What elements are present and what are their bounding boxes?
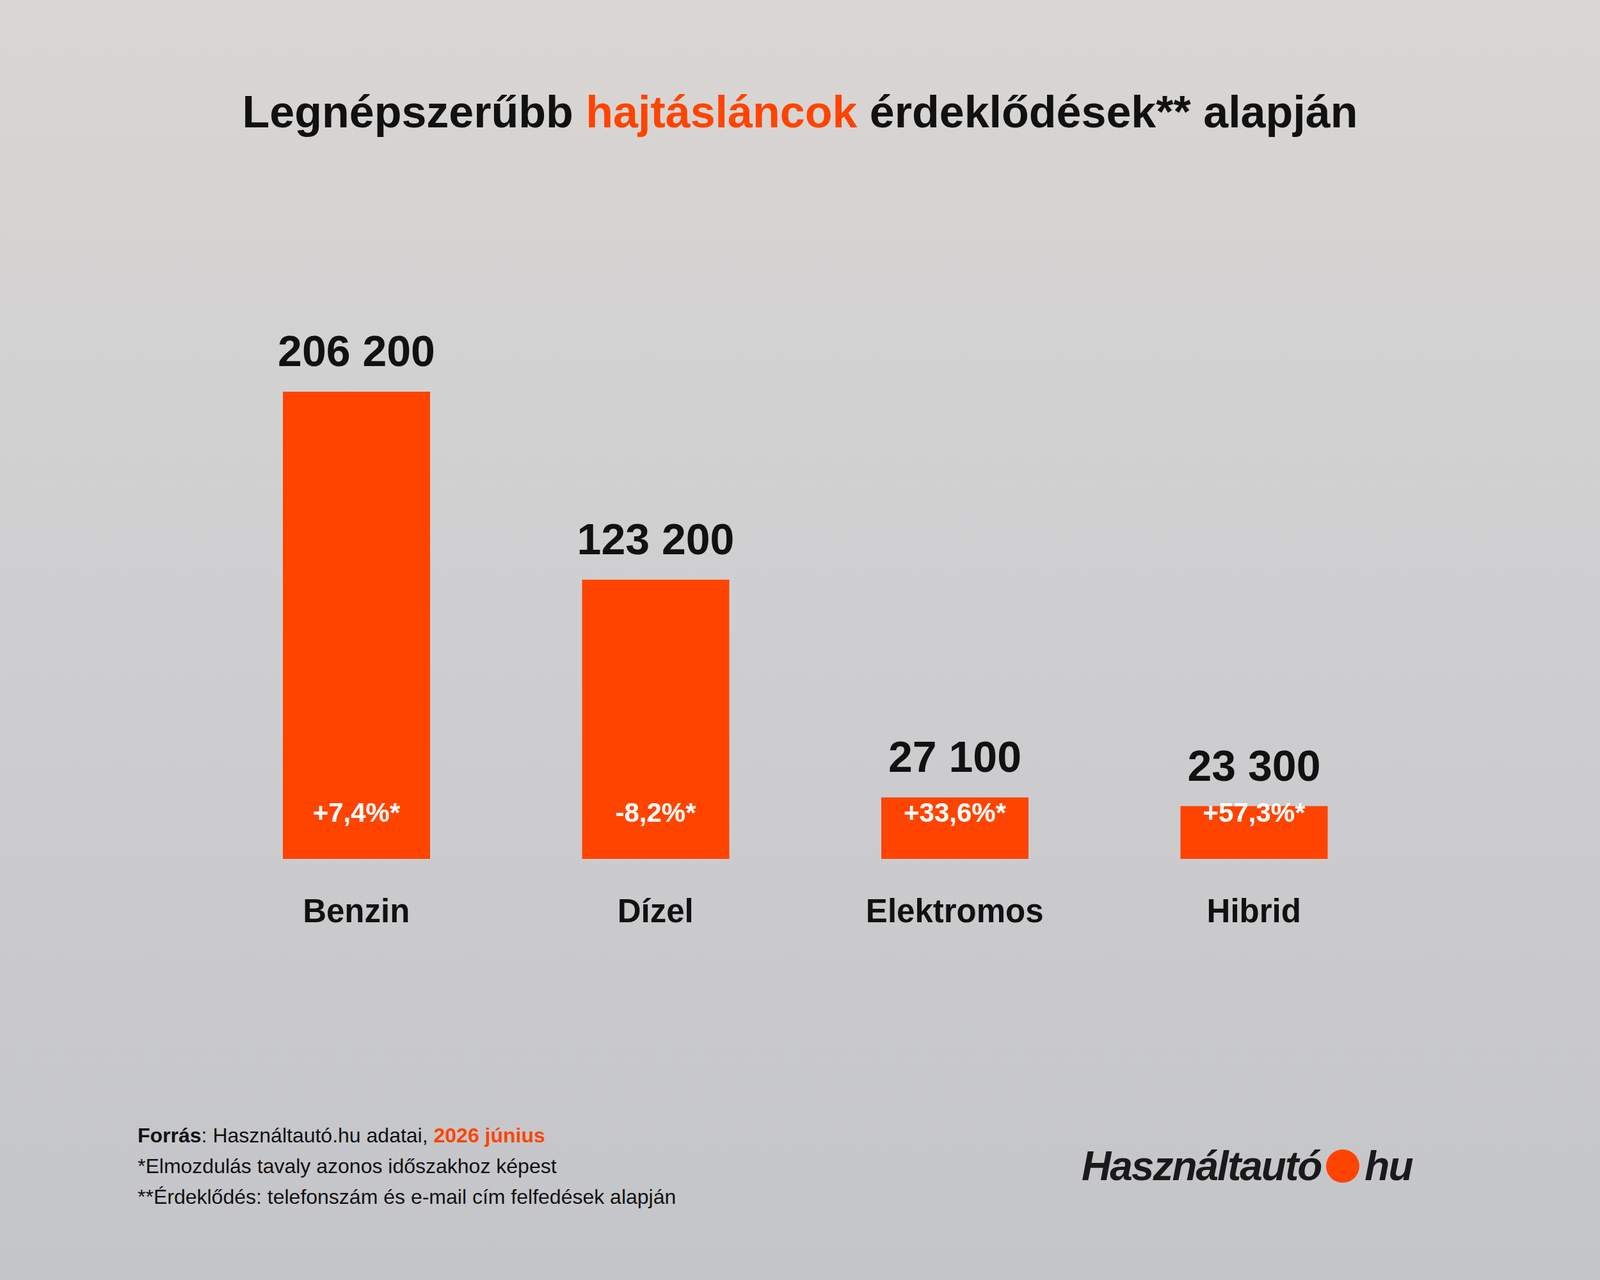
svg-text:206 200: 206 200 [277, 326, 436, 376]
svg-text:+33,6%*: +33,6%* [903, 797, 1007, 828]
html-text:**Érdeklődés: telefonszám és e: **Érdeklődés: telefonszám és e-mail cím … [137, 1185, 677, 1209]
svg-text:+7,4%*: +7,4%* [312, 797, 401, 828]
svg-text:Hibrid: Hibrid [1207, 892, 1302, 930]
svg-text:123 200: 123 200 [577, 514, 735, 564]
html-text:*Elmozdulás tavaly azonos idős: *Elmozdulás tavaly azonos időszakhoz kép… [137, 1154, 557, 1178]
svg-text:23 300: 23 300 [1187, 741, 1321, 790]
svg-text:Benzin: Benzin [302, 892, 410, 930]
html-text:Forrás: Használtautó.hu adatai: Forrás: Használtautó.hu adatai, 2026 jún… [137, 1123, 546, 1147]
html-text:Legnépszerűbb hajtásláncok érd: Legnépszerűbb hajtásláncok érdeklődések*… [242, 87, 1358, 137]
svg-text:27 100: 27 100 [888, 732, 1022, 781]
html-text:Használtautó: Használtautó [1081, 1143, 1322, 1190]
html-text:hu: hu [1364, 1143, 1413, 1190]
svg-text:Elektromos: Elektromos [865, 892, 1044, 930]
svg-text:+57,3%*: +57,3%* [1203, 797, 1307, 828]
svg-text:Dízel: Dízel [617, 892, 694, 930]
svg-text:-8,2%*: -8,2%* [615, 797, 697, 828]
